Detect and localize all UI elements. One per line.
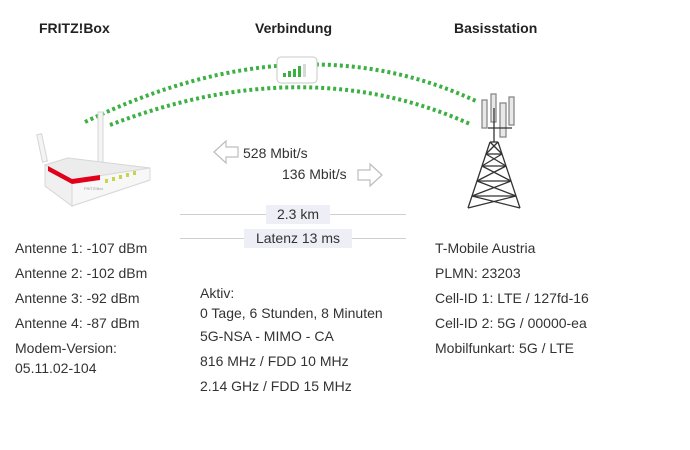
router-brand-label: FRITZ!Box bbox=[84, 186, 103, 191]
latency-badge: Latenz 13 ms bbox=[244, 229, 352, 248]
cell-id-1-value: Cell-ID 1: LTE / 127fd-16 bbox=[435, 290, 589, 306]
cell-id-2-value: Cell-ID 2: 5G / 00000-ea bbox=[435, 315, 587, 331]
active-label: Aktiv: bbox=[200, 285, 235, 301]
download-speed: 528 Mbit/s bbox=[243, 145, 308, 161]
latency-line-left bbox=[180, 238, 244, 239]
base-station-info: T-Mobile Austria PLMN: 23203 Cell-ID 1: … bbox=[435, 236, 589, 361]
signal-arc-outer bbox=[84, 62, 479, 124]
antenna-4-value: Antenne 4: -87 dBm bbox=[15, 315, 140, 331]
router-icon: FRITZ!Box bbox=[36, 111, 151, 207]
uptime-value: 0 Tage, 6 Stunden, 8 Minuten bbox=[200, 305, 383, 321]
upload-arrow-icon bbox=[357, 162, 383, 188]
distance-line-right bbox=[330, 214, 406, 215]
latency-line-right bbox=[352, 238, 406, 239]
band-2-value: 2.14 GHz / FDD 15 MHz bbox=[200, 378, 352, 394]
signal-arcs bbox=[84, 62, 479, 127]
antenna-3-value: Antenne 3: -92 dBm bbox=[15, 290, 140, 306]
antenna-1-value: Antenne 1: -107 dBm bbox=[15, 240, 148, 256]
mode-value: 5G-NSA - MIMO - CA bbox=[200, 328, 334, 344]
modem-version-value: 05.11.02-104 bbox=[15, 360, 97, 376]
distance-badge: 2.3 km bbox=[266, 205, 330, 224]
header-verbindung: Verbindung bbox=[255, 20, 332, 36]
modem-version-label: Modem-Version: bbox=[15, 340, 117, 356]
provider-value: T-Mobile Austria bbox=[435, 240, 536, 256]
radio-type-value: Mobilfunkart: 5G / LTE bbox=[435, 340, 575, 356]
antenna-2-value: Antenne 2: -102 dBm bbox=[15, 265, 148, 281]
distance-line-left bbox=[180, 214, 266, 215]
router-info: Antenne 1: -107 dBm Antenne 2: -102 dBm … bbox=[15, 236, 147, 378]
signal-arc-inner bbox=[109, 85, 471, 127]
upload-speed: 136 Mbit/s bbox=[282, 166, 347, 182]
header-basisstation: Basisstation bbox=[454, 20, 538, 36]
cell-tower-icon bbox=[467, 93, 521, 209]
header-fritzbox: FRITZ!Box bbox=[39, 20, 110, 36]
plmn-value: PLMN: 23203 bbox=[435, 265, 521, 281]
connection-info: Aktiv: 0 Tage, 6 Stunden, 8 Minuten 5G-N… bbox=[200, 284, 383, 399]
signal-strength-icon bbox=[276, 56, 318, 84]
download-arrow-icon bbox=[213, 139, 239, 165]
band-1-value: 816 MHz / FDD 10 MHz bbox=[200, 353, 349, 369]
